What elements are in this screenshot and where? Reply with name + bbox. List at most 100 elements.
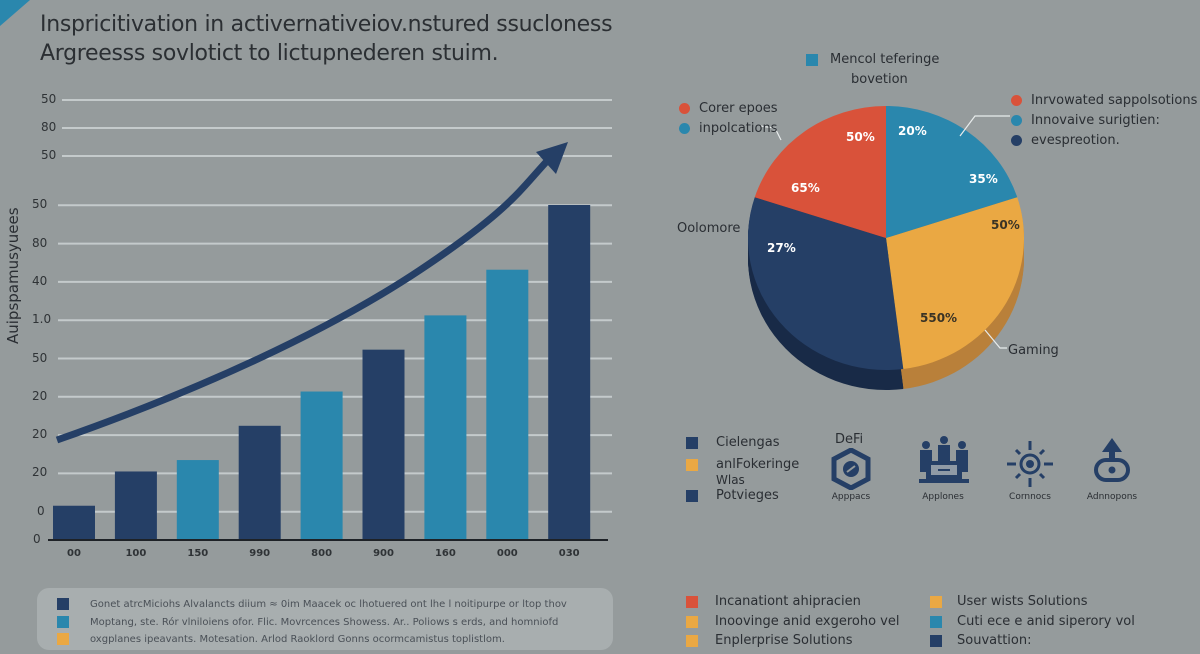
page-title: Inspricitivation in activernativeiov.nst… (40, 10, 613, 68)
x-tick-label: 100 (125, 548, 147, 559)
legend-swatch (930, 615, 942, 628)
legend-swatch (686, 634, 698, 647)
icon-legend-item: Cielengas (686, 435, 780, 450)
y-tick-label: 50 (41, 92, 57, 106)
legend-swatch (686, 595, 698, 608)
upload-icon (1094, 438, 1130, 482)
x-tick-label: 160 (434, 548, 456, 559)
bottom-legend-item: Souvattion: (930, 633, 1031, 648)
legend-dot (1011, 95, 1022, 106)
leader-line (759, 125, 782, 141)
note-swatch (57, 598, 69, 610)
trend-arrow-head (536, 142, 568, 174)
bar (424, 315, 467, 540)
legend-dot (679, 123, 690, 134)
icon-legend-item: Wlas (716, 473, 745, 487)
hexagon-shield-icon (831, 448, 871, 490)
trend-arrow-line (55, 157, 551, 444)
pie-slice (754, 106, 886, 238)
legend-swatch (686, 615, 698, 628)
y-tick-label: 50 (41, 148, 57, 162)
legend-label: Inoovinge anid exgeroho vel (715, 614, 900, 629)
legend-dot (1011, 135, 1022, 146)
title-line-2: Argreesss sovlotict to lictupnederen stu… (40, 41, 499, 66)
note-swatch (57, 633, 69, 645)
bar (362, 349, 405, 540)
legend-label: anlFokeringe (716, 457, 800, 472)
x-tick-label: 150 (187, 548, 209, 559)
people-ballot-icon (919, 436, 969, 483)
bottom-legend-item: Enplerprise Solutions (686, 633, 853, 648)
leader-line (959, 115, 1010, 137)
note-swatch (57, 616, 69, 628)
pie-data-label: 35% (969, 172, 998, 186)
y-tick-label: 20 (32, 465, 48, 480)
network-hub-icon (1007, 441, 1053, 487)
icon-label: Cornnocs (1009, 492, 1051, 502)
pie-legend-right-item: Inrvowated sappolsotions (1011, 93, 1197, 108)
legend-dot (679, 103, 690, 114)
legend-swatch (686, 436, 698, 449)
title-line-1: Inspricitivation in activernativeiov.nst… (40, 12, 613, 37)
bar-chart (48, 99, 612, 541)
pie-legend-top-2: bovetion (851, 72, 908, 87)
pie-data-label: 27% (767, 241, 796, 255)
pie-data-label: 50% (846, 130, 875, 144)
pie-legend-right-item: Innovaive surigtien: (1011, 113, 1160, 128)
bottom-legend-item: Cuti ece e anid siperory vol (930, 614, 1135, 629)
bar (114, 471, 157, 540)
legend-swatch (686, 458, 698, 471)
y-tick-label: 0 (37, 503, 45, 518)
bottom-legend-item: Inoovinge anid exgeroho vel (686, 614, 899, 629)
y-tick-label: 80 (41, 120, 57, 134)
x-tick-label: 030 (558, 548, 580, 559)
bar (53, 505, 95, 540)
icon-label: Adnnopons (1086, 492, 1138, 502)
legend-swatch (686, 489, 698, 502)
bar (176, 460, 219, 540)
legend-swatch (806, 53, 818, 66)
y-tick-label: 0 (33, 532, 41, 546)
y-tick-label: 20 (32, 427, 48, 442)
legend-label: Souvattion: (957, 633, 1032, 648)
pie-legend-left-item: inpolcations (679, 121, 777, 136)
icon-label: Applones (922, 492, 964, 502)
icon-legend-item: Potvieges (686, 488, 779, 503)
pie-legend-top: Mencol teferinge (806, 52, 939, 67)
pie-chart (748, 106, 1024, 390)
bottom-legend-item: Incanationt ahipracien (686, 594, 861, 609)
note-box: Gonet atrcMiciohs Alvalancts diium ≈ 0im… (37, 588, 613, 650)
legend-label: Cielengas (716, 435, 780, 450)
legend-swatch (930, 595, 942, 608)
bar (486, 269, 529, 540)
legend-label: Cuti ece e anid siperory vol (957, 614, 1135, 629)
bar (548, 205, 591, 540)
y-tick-label: 40 (32, 273, 48, 288)
legend-swatch (930, 634, 942, 647)
x-tick-label: 990 (249, 548, 271, 559)
pie-data-label: 550% (920, 311, 958, 325)
defi-title: DeFi (835, 432, 864, 447)
icon-label: Apppacs (831, 492, 871, 502)
y-tick-label: 1.0 (32, 312, 52, 327)
pie-slice (748, 197, 904, 370)
x-tick-label: 000 (496, 548, 518, 559)
y-tick-label: 20 (32, 388, 48, 403)
bar (238, 425, 281, 540)
legend-label: Incanationt ahipracien (715, 594, 861, 609)
legend-label: Mencol teferinge (830, 52, 940, 67)
note-line: Gonet atrcMiciohs Alvalancts diium ≈ 0im… (90, 599, 567, 610)
pie-callout: Gaming (1008, 343, 1059, 358)
pie-legend-left-item: Corer epoes (679, 101, 778, 116)
legend-label: evespreotion. (1031, 133, 1120, 148)
pie-slice (886, 106, 1018, 238)
legend-label: Innovaive surigtien: (1031, 113, 1160, 128)
corner-accent (0, 0, 30, 26)
bar (300, 391, 343, 540)
bottom-legend-item: User wists Solutions (930, 594, 1088, 609)
note-line: Moptang, ste. Rór vlniloiens ofor. Flic.… (90, 617, 559, 628)
legend-label: Wlas (716, 473, 745, 487)
y-tick-label: 50 (32, 350, 48, 365)
legend-label: Inrvowated sappolsotions (1031, 93, 1198, 108)
legend-dot (1011, 115, 1022, 126)
